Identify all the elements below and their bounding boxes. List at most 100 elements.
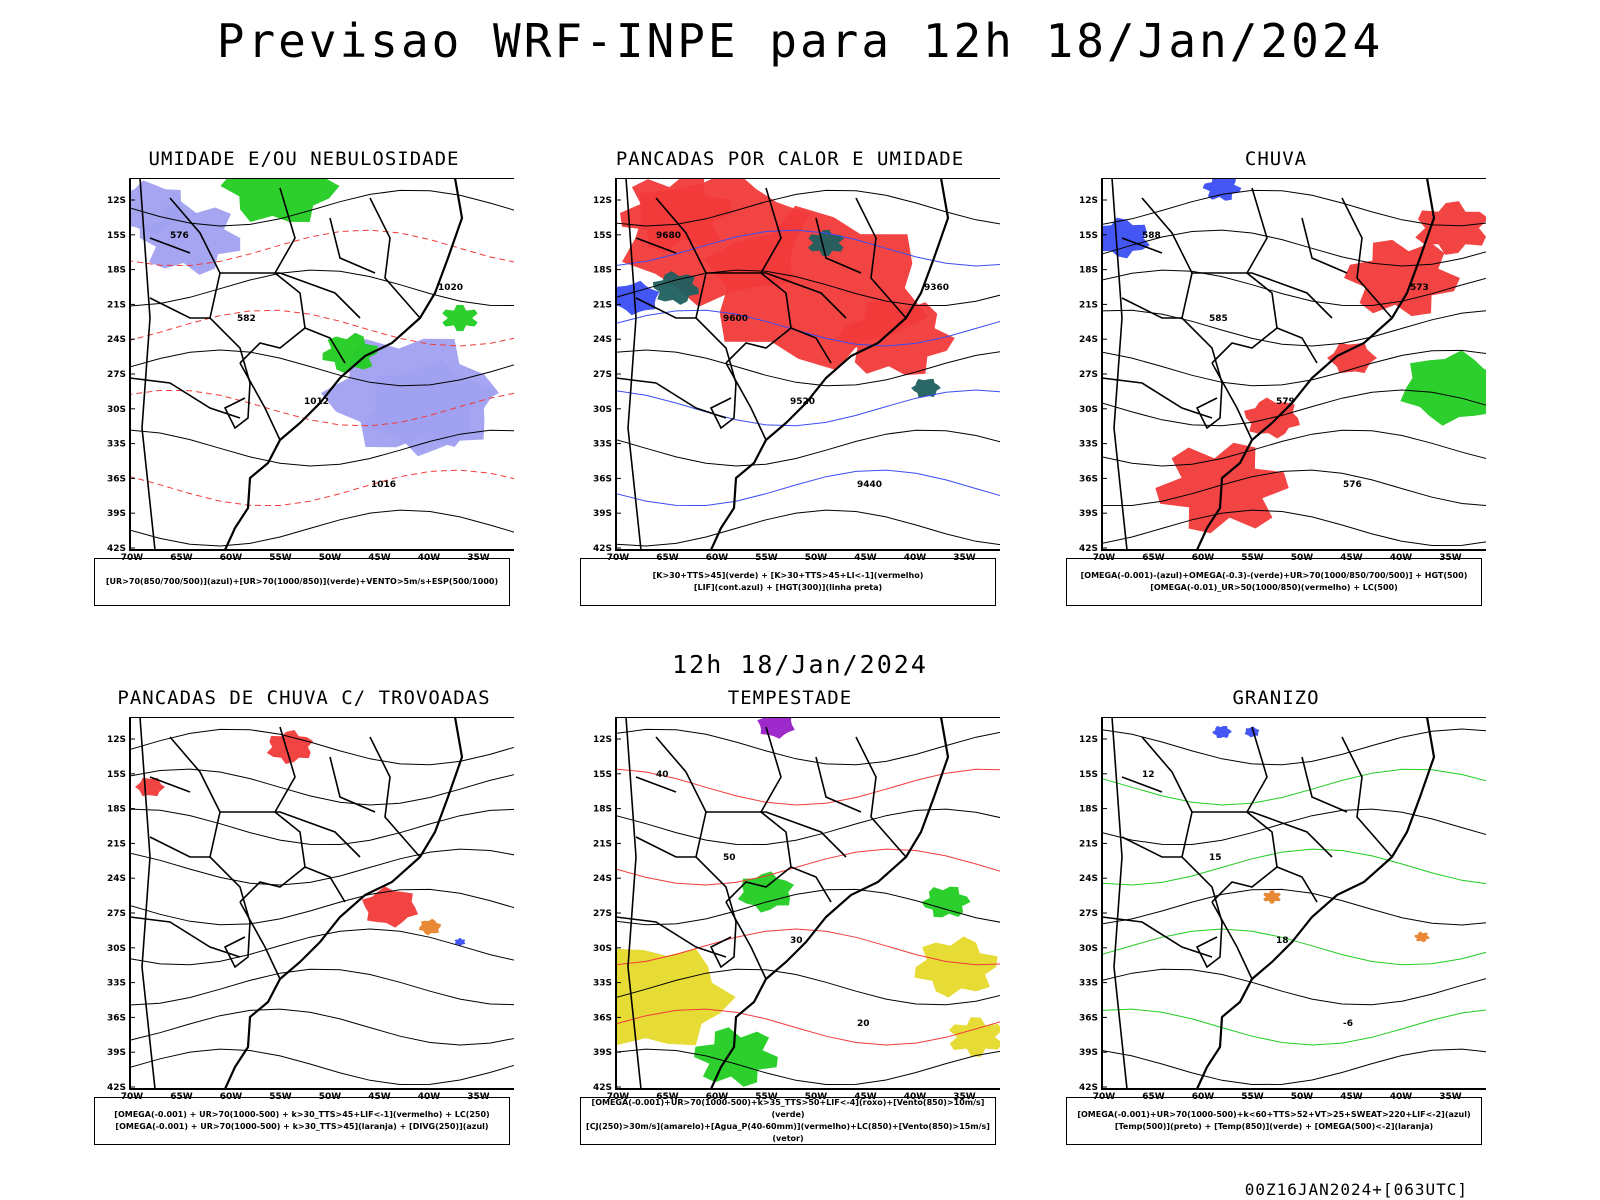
lat-tick-label: 18S (593, 805, 612, 815)
state-border (220, 811, 361, 858)
state-border (709, 382, 737, 430)
contour-line (1102, 229, 1486, 267)
contour-line (1102, 1008, 1486, 1046)
state-border (625, 717, 642, 1089)
shaded-region (1212, 726, 1232, 738)
contour-label: 1020 (438, 283, 463, 293)
lat-tick-label: 30S (593, 405, 612, 415)
map-chuva: 588 585 579 576 573 12S 15S 18S 21S 24S 27S 30S 33S 3… (1079, 178, 1486, 563)
contour-line (130, 389, 514, 427)
contour-line (130, 469, 514, 507)
lat-tick-label: 30S (107, 405, 126, 415)
state-border (790, 327, 832, 364)
coastline (1195, 717, 1436, 1089)
contour-line (616, 1008, 1000, 1046)
lat-tick-label: 15S (1079, 770, 1098, 780)
state-border (1192, 811, 1333, 858)
lat-tick-label: 24S (1079, 335, 1098, 345)
panel-legend: [OMEGA(-0.001) + UR>70(1000-500) + k>30_… (94, 1097, 510, 1145)
panel-pancadas-calor: PANCADAS POR CALOR E UMIDADE 9680 9600 9520… (580, 148, 1000, 618)
contour-label: 20 (857, 1019, 870, 1029)
panel-umidade: UMIDADE E/OU NEBULOSIDADE 576 582 1012 1016 1… (94, 148, 514, 618)
state-border (725, 187, 792, 364)
shaded-region (911, 378, 941, 398)
shaded-region (948, 1017, 1000, 1057)
legend-line: [OMEGA(-0.001) + UR>70(1000-500) + k>30_… (114, 1110, 490, 1119)
legend-line: [OMEGA(-0.001)+UR>70(1000-500)+k>35_TTS>… (591, 1098, 985, 1119)
panel-title: TEMPESTADE (727, 687, 853, 709)
shaded-region (364, 359, 496, 457)
coastline (1195, 178, 1436, 550)
contour-line (616, 349, 1000, 387)
lat-tick-label: 24S (593, 335, 612, 345)
panel-title: PANCADAS DE CHUVA C/ TROVOADAS (117, 687, 491, 709)
lat-tick-label: 27S (1079, 370, 1098, 380)
contour-line (130, 848, 514, 886)
contour-line (616, 728, 1000, 766)
state-border (635, 297, 696, 319)
shaded-region (837, 300, 955, 376)
state-border (149, 297, 210, 319)
panel-granizo: GRANIZO 12 15 18 -6 12S 15S 18S 21S 24S 27S 30S 33S 3… (1066, 687, 1486, 1157)
contour-line (1102, 1048, 1486, 1086)
state-border (369, 197, 421, 319)
contour-line (1102, 189, 1486, 227)
run-timestamp: 00Z16JAN2024+[063UTC] (1244, 1180, 1468, 1199)
legend-line: [LIF](cont.azul) + [HGT(300)](linha pret… (693, 583, 883, 592)
shaded-region (620, 178, 732, 253)
state-border (304, 866, 346, 903)
shaded-region (1244, 726, 1260, 738)
shaded-region (266, 730, 314, 764)
lat-tick-label: 27S (1079, 909, 1098, 919)
lat-tick-label: 36S (593, 1013, 612, 1023)
legend-line: [UR>70(850/700/500)](azul)+[UR>70(1000/8… (105, 577, 499, 586)
legend-line: [OMEGA(-0.001) + UR>70(1000-500) + k>30_… (115, 1122, 489, 1131)
contour-label: -6 (1343, 1019, 1353, 1029)
valid-time-label: 12h 18/Jan/2024 (672, 650, 928, 679)
state-border (149, 237, 191, 254)
contour-label: 576 (170, 231, 189, 241)
coastline (709, 717, 950, 1089)
state-border (1195, 921, 1223, 969)
shaded-region (1102, 217, 1150, 259)
contour-label: 15 (1209, 853, 1222, 863)
contour-line (130, 269, 514, 307)
contour-line (130, 509, 514, 547)
lat-tick-label: 33S (1079, 440, 1098, 450)
state-border (815, 756, 862, 813)
state-border (790, 866, 832, 903)
lat-tick-label: 12S (107, 735, 126, 745)
state-border (239, 901, 281, 980)
lat-tick-label: 36S (107, 1013, 126, 1023)
state-border (616, 916, 727, 958)
state-border (635, 776, 677, 793)
contour-label: 9360 (924, 283, 949, 293)
state-border (223, 921, 251, 969)
contour-label: 585 (1209, 314, 1228, 324)
contour-line (616, 928, 1000, 966)
coastline (223, 717, 464, 1089)
contour-label: 18 (1276, 936, 1289, 946)
state-border (169, 197, 251, 384)
state-border (223, 382, 251, 430)
state-border (1301, 756, 1348, 813)
shaded-region (361, 886, 419, 928)
lat-tick-label: 33S (593, 440, 612, 450)
state-border (1301, 217, 1348, 274)
lat-tick-label: 18S (107, 266, 126, 276)
lat-tick-label: 39S (107, 1048, 126, 1058)
state-border (304, 327, 346, 364)
shaded-region (135, 777, 165, 797)
lat-tick-label: 33S (107, 440, 126, 450)
contour-line (616, 269, 1000, 307)
contour-label: 573 (1410, 283, 1429, 293)
contour-line (616, 469, 1000, 507)
shaded-region (1202, 178, 1242, 201)
lat-tick-label: 39S (1079, 1048, 1098, 1058)
contour-line (616, 189, 1000, 227)
lat-tick-label: 24S (107, 874, 126, 884)
state-border (130, 377, 241, 419)
contour-line (130, 928, 514, 966)
lat-tick-label: 33S (593, 979, 612, 989)
contour-line (130, 429, 514, 467)
